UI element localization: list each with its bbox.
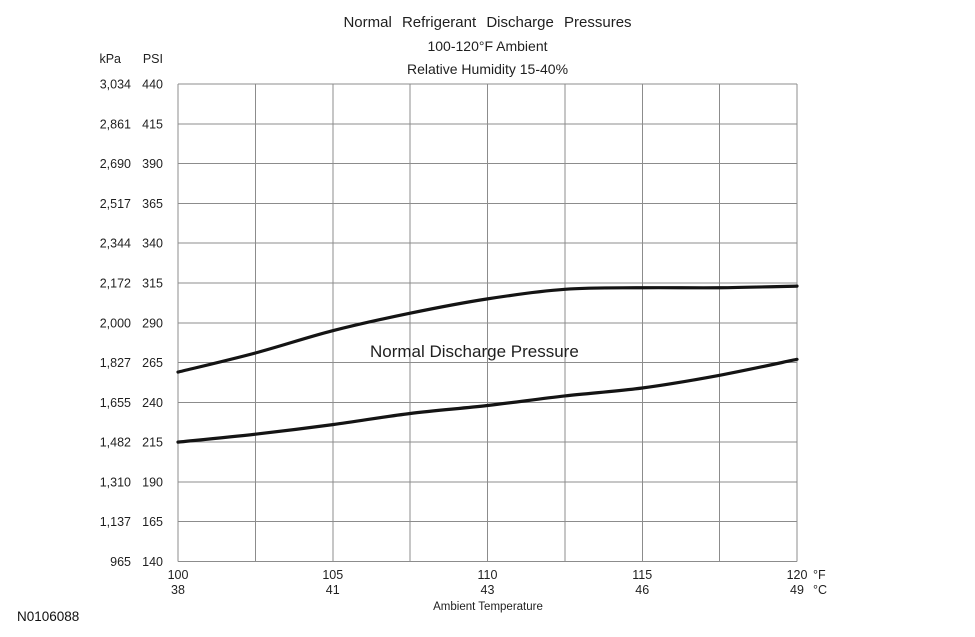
y-tick-psi: 315 [142,276,163,290]
y-tick-kpa: 2,690 [100,157,131,171]
x-tick-celsius: 49 [790,583,804,597]
x-tick-fahrenheit: 105 [322,568,343,582]
y-tick-kpa: 965 [110,555,131,569]
chart-title: Normal Refrigerant Discharge Pressures [343,14,632,31]
x-unit-celsius: °C [813,583,827,597]
y-tick-kpa: 2,861 [100,117,131,131]
y-tick-psi: 440 [142,78,163,92]
chart-subtitle-humidity: Relative Humidity 15-40% [406,61,569,77]
x-tick-fahrenheit: 115 [632,568,652,582]
x-tick-celsius: 41 [326,583,340,597]
y-tick-psi: 365 [142,197,163,211]
y-tick-kpa: 1,827 [100,356,131,370]
x-unit-fahrenheit: °F [813,568,826,582]
x-tick-fahrenheit: 100 [168,568,189,582]
y-tick-kpa: 2,517 [100,197,131,211]
x-tick-fahrenheit: 120 [787,568,808,582]
x-tick-celsius: 46 [635,583,649,597]
y-axis-unit-kpa: kPa [99,52,121,66]
y-tick-psi: 340 [142,237,163,251]
y-tick-kpa: 1,482 [100,436,131,450]
chart-subtitle-ambient: 100-120°F Ambient [427,38,548,54]
x-tick-celsius: 38 [171,583,185,597]
y-tick-psi: 290 [142,316,163,330]
y-tick-psi: 215 [142,436,163,450]
y-axis-unit-psi: PSI [143,52,163,66]
y-tick-kpa: 2,344 [100,237,131,251]
y-tick-psi: 140 [142,555,163,569]
lower-normal-discharge-pressure-curve [176,357,799,444]
y-tick-psi: 165 [142,515,163,529]
x-axis-label: Ambient Temperature [433,601,543,613]
y-tick-kpa: 2,000 [100,316,131,330]
upper-normal-discharge-pressure-curve [176,284,799,374]
x-tick-celsius: 43 [481,583,495,597]
y-tick-psi: 240 [142,396,163,410]
y-tick-psi: 390 [142,157,163,171]
y-tick-psi: 265 [142,356,163,370]
y-tick-kpa: 1,310 [100,475,131,489]
y-tick-kpa: 2,172 [100,276,131,290]
y-tick-kpa: 1,655 [100,396,131,410]
y-tick-psi: 415 [142,117,163,131]
figure-code: N0106088 [17,609,80,624]
y-tick-kpa: 3,034 [100,78,131,92]
series-annotation: Normal Discharge Pressure [370,342,579,361]
y-tick-kpa: 1,137 [100,515,131,529]
y-tick-psi: 190 [142,475,163,489]
x-tick-fahrenheit: 110 [478,568,498,582]
